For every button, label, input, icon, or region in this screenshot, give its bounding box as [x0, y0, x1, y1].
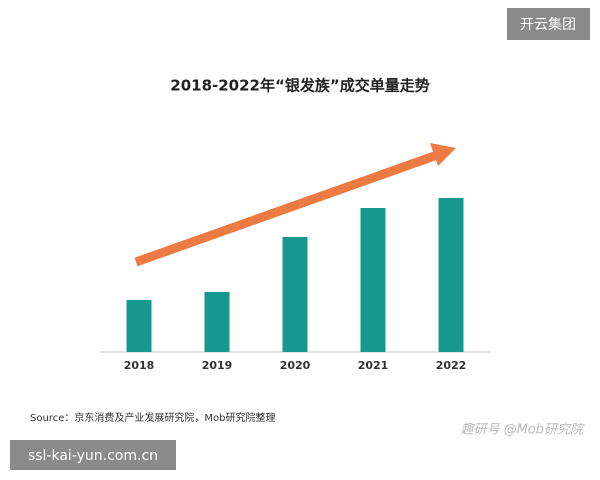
arrow-head — [430, 143, 456, 166]
x-tick-label: 2019 — [202, 359, 233, 372]
x-tick-label: 2021 — [358, 359, 389, 372]
bar — [438, 198, 464, 352]
arrow-shaft — [134, 149, 442, 267]
trend-arrow — [134, 143, 456, 267]
bar — [126, 300, 152, 352]
x-tick-label: 2022 — [436, 359, 467, 372]
x-tick-label: 2018 — [124, 359, 155, 372]
credit: 趣研号 @Mob研究院 — [460, 422, 585, 438]
bar — [204, 292, 230, 352]
source-note: Source：京东消费及产业发展研究院，Mob研究院整理 — [30, 411, 275, 424]
watermark-bg — [10, 440, 176, 470]
x-tick-label: 2020 — [280, 359, 311, 372]
chart-title: 2018-2022年“银发族”成交单量走势 — [170, 77, 429, 95]
bar — [360, 208, 386, 352]
badge: 开云集团 — [520, 16, 576, 33]
badge-bg — [507, 8, 590, 40]
bar — [282, 237, 308, 352]
watermark: ssl-kai-yun.com.cn — [28, 448, 158, 464]
